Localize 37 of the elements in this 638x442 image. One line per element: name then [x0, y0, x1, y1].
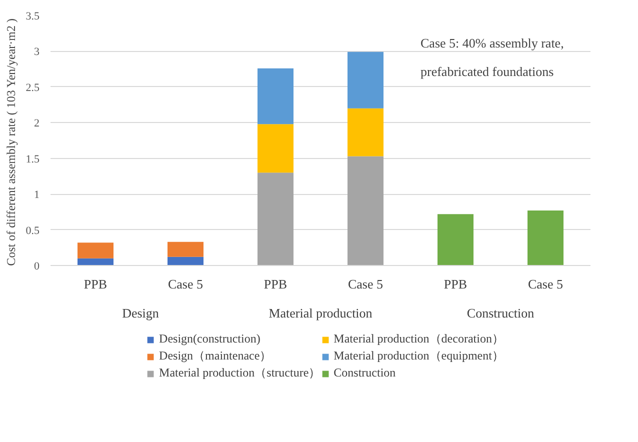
- bar: [348, 52, 384, 108]
- bar: [438, 214, 474, 266]
- text: Construction: [466, 306, 535, 320]
- bar: [78, 242, 114, 258]
- y-tick-label: 3: [34, 46, 40, 58]
- y-axis-title: Cost of different assembly rate ( 103 Yen/year·m2 ): [4, 18, 18, 266]
- bar: [168, 242, 204, 257]
- x-tick-label: Case 5: [348, 276, 384, 292]
- legend-label: Material production（decoration）: [334, 330, 504, 348]
- bar: [258, 124, 294, 173]
- x-tick-label: PPB: [84, 276, 108, 292]
- legend-label: Material production（structure）: [159, 364, 321, 382]
- legend-label: Material production（equipment）: [334, 348, 504, 364]
- y-tick-label: 0.5: [26, 224, 40, 237]
- y-tick-label: 1: [34, 189, 40, 202]
- bar: [348, 108, 384, 156]
- y-tick-label: 3.5: [26, 10, 40, 22]
- y-tick-label: 2: [34, 118, 40, 130]
- y-tick-label: 0: [34, 260, 40, 272]
- bar: [348, 156, 384, 266]
- legend-label: Construction: [334, 365, 396, 381]
- text: Material production: [268, 306, 373, 320]
- y-tick-label: 1.5: [26, 153, 40, 166]
- bar: [528, 210, 564, 266]
- text: Design: [122, 306, 160, 320]
- legend-label: Design(construction): [159, 331, 260, 347]
- y-tick-label: 2.5: [26, 82, 40, 94]
- legend-label: Design（maintenace）: [159, 348, 272, 364]
- bar: [78, 258, 114, 266]
- bar: [258, 172, 294, 266]
- x-tick-label: PPB: [444, 276, 468, 292]
- bar: [258, 68, 294, 124]
- x-tick-label: PPB: [264, 276, 288, 292]
- x-tick-label: Case 5: [528, 276, 564, 292]
- bar: [168, 256, 204, 266]
- annotation: Case 5: 40% assembly rate, prefabricated foundations: [420, 36, 564, 79]
- x-tick-label: Case 5: [168, 276, 204, 292]
